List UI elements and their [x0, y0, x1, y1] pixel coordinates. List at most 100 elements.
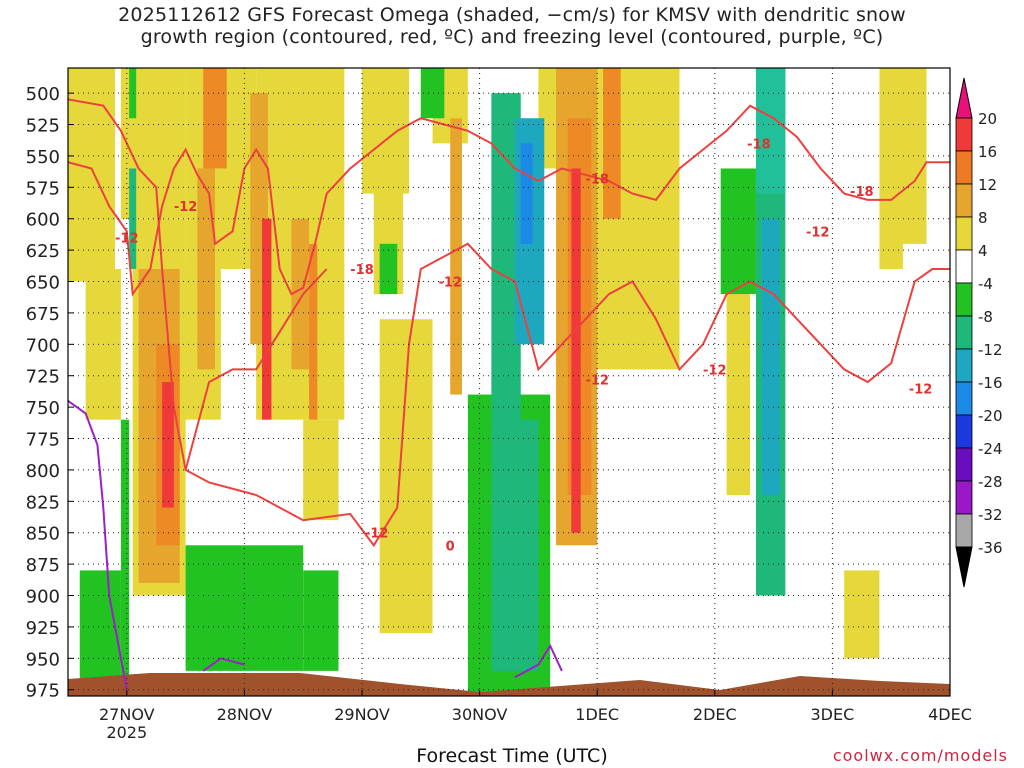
colorbar-label: 4 — [978, 242, 988, 260]
omega-cell — [262, 218, 272, 420]
colorbar: 20 16 12 8 4 -4 -8 -12 -16 -20 -24 -28 -32 -36 — [955, 77, 1003, 588]
omega-cell — [571, 168, 581, 533]
omega-cell — [420, 68, 445, 119]
y-tick-label: 950 — [26, 649, 60, 670]
colorbar-swatch — [955, 216, 973, 251]
omega-cell — [632, 68, 680, 370]
contour-layer — [68, 98, 950, 690]
x-tick-sublabel: 2025 — [106, 723, 147, 742]
colorbar-swatch — [955, 381, 973, 416]
y-tick-label: 775 — [26, 430, 60, 451]
contour-label: -18 — [747, 137, 771, 152]
contour-label: -12 — [438, 276, 462, 291]
x-tick-label: 29NOV — [334, 705, 390, 724]
colorbar-label: 16 — [978, 143, 997, 161]
colorbar-swatch — [955, 480, 973, 515]
y-tick-label: 625 — [26, 241, 60, 262]
contour-label: 0 — [446, 539, 455, 554]
dgz-contour-upper — [68, 104, 950, 297]
y-tick-label: 750 — [26, 398, 60, 419]
omega-cell — [844, 570, 880, 659]
dgz-contour-lower — [68, 98, 950, 548]
omega-cell — [603, 68, 621, 219]
contour-label: -12 — [806, 225, 830, 240]
omega-cell — [761, 218, 780, 496]
colorbar-label: -20 — [978, 407, 1003, 425]
colorbar-swatch — [955, 348, 973, 383]
x-tick-label: 2DEC — [693, 705, 737, 724]
contour-label: -12 — [703, 363, 727, 378]
y-axis: 500 525 550 575 600 625 650 675 700 725 750 775 800 8… — [26, 84, 74, 702]
contour-label: -12 — [174, 200, 198, 215]
colorbar-arrow-bottom — [955, 546, 973, 588]
y-tick-label: 525 — [26, 116, 60, 137]
omega-cell — [879, 68, 903, 269]
omega-cell — [914, 168, 927, 244]
y-tick-label: 600 — [26, 210, 60, 231]
colorbar-swatch — [955, 117, 973, 152]
title-line-1: 2025112612 GFS Forecast Omega (shaded, −… — [118, 4, 906, 26]
y-tick-label: 875 — [26, 555, 60, 576]
y-tick-label: 650 — [26, 273, 60, 294]
colorbar-arrow-top — [955, 77, 973, 119]
contour-label: -18 — [585, 173, 609, 188]
y-tick-label: 500 — [26, 84, 60, 105]
colorbar-label: -24 — [978, 440, 1003, 458]
colorbar-swatch — [955, 150, 973, 185]
omega-cell — [203, 68, 227, 169]
terrain — [68, 673, 950, 696]
contour-label: -12 — [365, 527, 389, 542]
omega-cell — [309, 243, 318, 420]
freezing-level-contour — [202, 657, 245, 672]
contour-label: -18 — [350, 263, 374, 278]
colorbar-label: -4 — [978, 275, 993, 293]
y-tick-label: 925 — [26, 618, 60, 639]
omega-cell — [755, 68, 786, 194]
omega-cell — [303, 570, 339, 671]
colorbar-swatch — [955, 315, 973, 350]
omega-cell — [379, 319, 433, 634]
contour-labels: -12 -12 -18 -12 -12 0 -18 -12 -18 -12 -12 -18 -12 — [115, 137, 932, 554]
y-tick-label: 825 — [26, 492, 60, 513]
contour-label: -12 — [585, 373, 609, 388]
colorbar-label: 20 — [978, 110, 997, 128]
omega-cell — [303, 419, 339, 521]
omega-cell — [379, 243, 398, 295]
omega-cell — [129, 168, 137, 269]
colorbar-label: 12 — [978, 176, 997, 194]
colorbar-label: -16 — [978, 374, 1003, 392]
omega-cell — [120, 419, 130, 684]
y-tick-label: 675 — [26, 304, 60, 325]
freezing-level-contour — [68, 399, 128, 690]
freezing-level-contour — [514, 643, 563, 679]
colorbar-swatch — [955, 414, 973, 449]
x-axis-label: Forecast Time (UTC) — [416, 745, 608, 767]
contour-label: -18 — [850, 185, 874, 200]
colorbar-swatch — [955, 447, 973, 482]
colorbar-label: -36 — [978, 539, 1003, 557]
omega-cell — [720, 168, 756, 295]
y-tick-label: 725 — [26, 367, 60, 388]
x-tick-label: 3DEC — [811, 705, 855, 724]
dgz-contour-inner — [184, 268, 328, 471]
x-tick-label: 1DEC — [575, 705, 619, 724]
source-credit: coolwx.com/models — [832, 746, 1008, 765]
y-tick-label: 900 — [26, 587, 60, 608]
colorbar-label: -28 — [978, 473, 1003, 491]
chart-title: 2025112612 GFS Forecast Omega (shaded, −… — [0, 4, 1024, 48]
omega-cell — [162, 382, 174, 508]
omega-cell — [129, 68, 137, 119]
plot-frame — [67, 67, 951, 697]
x-tick-label: 30NOV — [452, 705, 508, 724]
colorbar-swatch — [955, 282, 973, 317]
colorbar-label: 8 — [978, 209, 988, 227]
colorbar-swatch — [955, 249, 973, 284]
omega-cell — [520, 143, 533, 244]
colorbar-label: -12 — [978, 341, 1003, 359]
grid-lines — [68, 68, 950, 696]
colorbar-swatch — [955, 513, 973, 548]
omega-cell — [450, 118, 462, 395]
colorbar-label: -8 — [978, 308, 993, 326]
title-line-2: growth region (contoured, red, ºC) and f… — [140, 26, 884, 48]
